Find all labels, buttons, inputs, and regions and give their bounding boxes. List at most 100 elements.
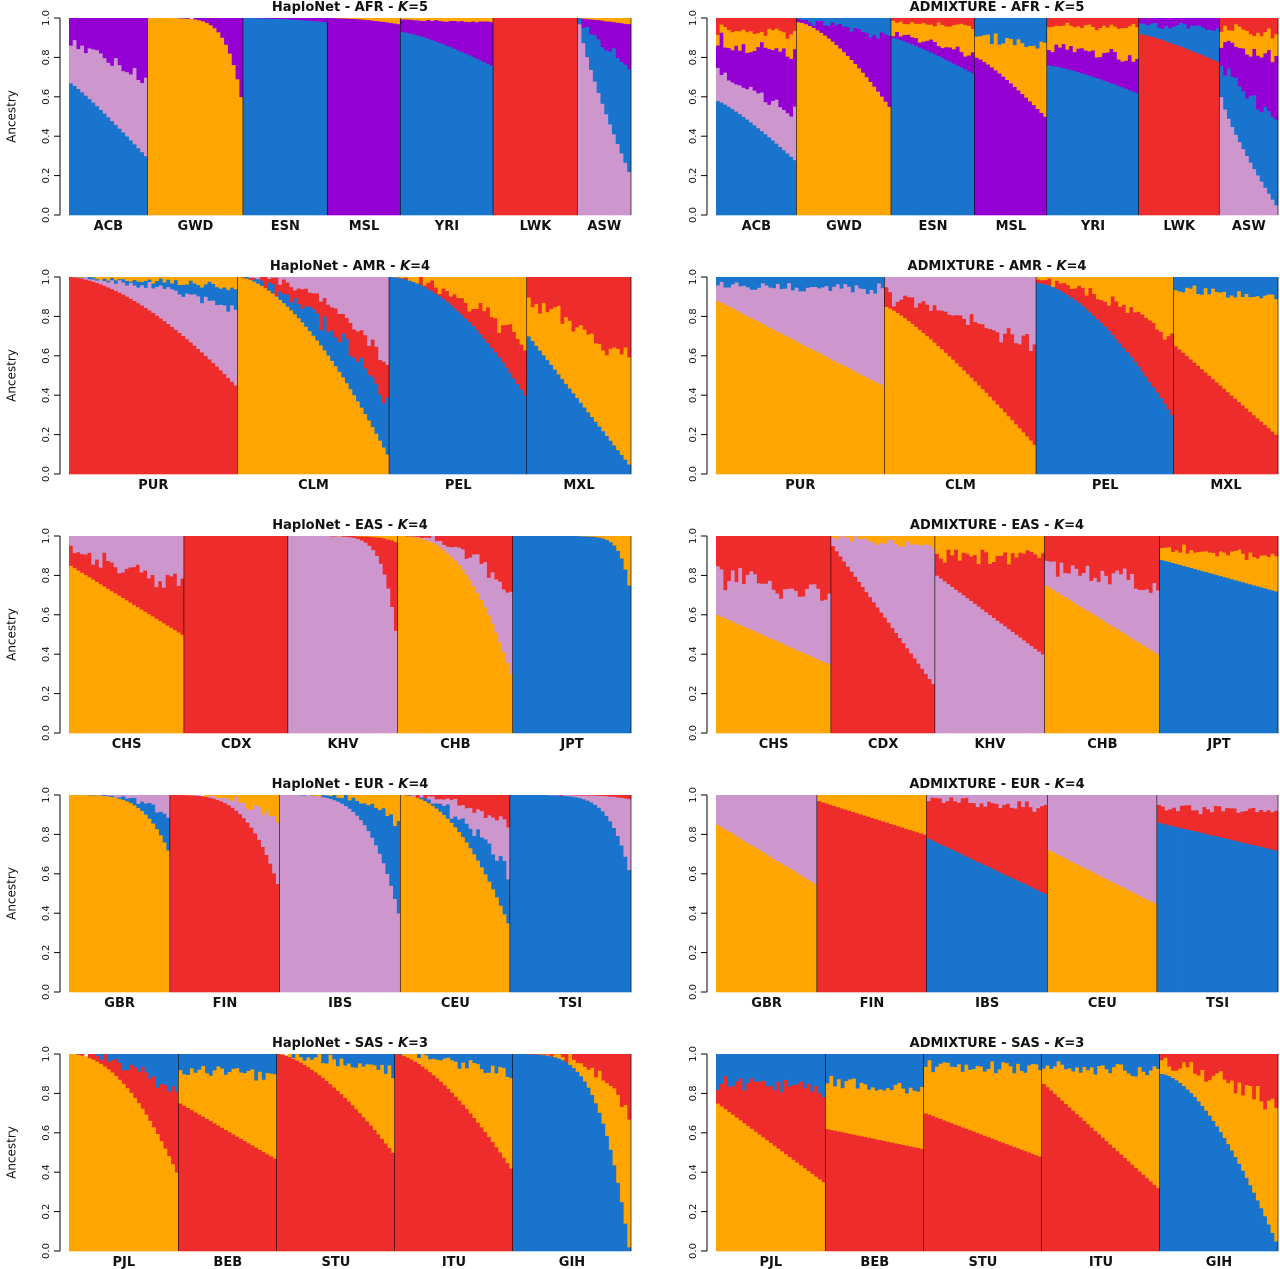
ancestry-bar-segment (407, 277, 413, 281)
ancestry-bar-segment (356, 277, 361, 332)
ancestry-bar-segment (136, 807, 141, 993)
ancestry-bar-segment (200, 352, 205, 475)
ancestry-bar-segment (623, 277, 628, 348)
ancestry-bar-segment (201, 1054, 206, 1066)
ancestry-bar-segment (87, 536, 92, 553)
title-superpop: SAS (355, 1036, 384, 1051)
ancestry-bar-segment (774, 28, 779, 49)
ancestry-bar-segment (912, 1090, 917, 1148)
ancestry-bar-segment (442, 795, 447, 800)
ancestry-bar-segment (1179, 22, 1184, 47)
ancestry-bar-segment (749, 795, 754, 846)
ancestry-bar-segment (1006, 416, 1011, 475)
ancestry-bar-segment (948, 26, 953, 48)
ancestry-bar-segment (946, 1054, 951, 1063)
ancestry-bar-segment (321, 796, 326, 993)
ancestry-bar-segment (1088, 312, 1093, 475)
ancestry-bar-segment (767, 104, 772, 138)
ancestry-bar-segment (1270, 590, 1275, 734)
ancestry-bar-segment (1151, 277, 1156, 323)
ancestry-bar-segment (1245, 155, 1250, 216)
ancestry-bar-segment (1171, 551, 1176, 563)
ancestry-bar-segment (846, 536, 851, 538)
ancestry-bar-segment (605, 1135, 610, 1252)
ancestry-bar-segment (140, 795, 145, 802)
ancestry-bar-segment (1191, 830, 1196, 993)
ancestry-bar-segment (1131, 23, 1136, 62)
ancestry-bar-segment (752, 18, 757, 34)
ancestry-bar-segment (1118, 342, 1123, 475)
ancestry-bar-segment (128, 536, 133, 568)
ancestry-bar-segment (741, 18, 746, 30)
ancestry-bar-segment (538, 313, 543, 351)
ancestry-bar-segment (1109, 82, 1114, 216)
ancestry-bar-segment (457, 805, 462, 820)
ancestry-bar-segment (549, 277, 554, 310)
ancestry-bar-segment (801, 536, 806, 597)
ancestry-bar-segment (612, 827, 617, 993)
ancestry-bar-segment (128, 277, 134, 282)
ancestry-bar-segment (1109, 24, 1114, 50)
ancestry-bar-segment (482, 338, 487, 475)
ancestry-bar-segment (838, 48, 843, 216)
ancestry-bar-segment (72, 18, 77, 41)
ancestry-bar-segment (76, 551, 81, 571)
ancestry-bar-segment (1196, 1101, 1201, 1252)
ancestry-bar-segment (525, 795, 530, 993)
ancestry-bar-segment (793, 106, 798, 161)
ancestry-bar-segment (206, 536, 211, 734)
ancestry-bar-segment (1146, 18, 1151, 26)
ancestry-bar-segment (1105, 52, 1110, 82)
ancestry-bar-segment (158, 795, 164, 812)
ancestry-bar-segment (840, 1087, 845, 1133)
ancestry-bar-segment (369, 1064, 374, 1126)
ancestry-bar-segment (367, 374, 372, 421)
ancestry-bar-segment (1219, 96, 1224, 216)
ancestry-bar-segment (786, 588, 791, 647)
ancestry-bar-segment (1274, 1241, 1279, 1252)
ancestry-bar-segment (917, 23, 922, 43)
ancestry-bar-segment (1196, 293, 1201, 366)
ancestry-bar-segment (358, 19, 363, 216)
ancestry-bar-segment (1266, 1054, 1271, 1101)
ancestry-bar-segment (1111, 626, 1116, 734)
ancestry-bar-segment (968, 1054, 973, 1070)
ancestry-bar-segment (321, 1077, 326, 1252)
ancestry-bar-segment (723, 589, 728, 619)
ancestry-bar-segment (1080, 72, 1085, 216)
ancestry-bar-segment (504, 277, 509, 326)
ancestry-bar-segment (344, 317, 349, 339)
ancestry-bar-segment (178, 1054, 183, 1071)
ancestry-bar-segment (196, 348, 201, 475)
ancestry-bar-segment (954, 589, 959, 734)
ancestry-bar-segment (1211, 573, 1216, 734)
ancestry-bar-segment (487, 1136, 492, 1252)
ancestry-bar-segment (716, 536, 721, 567)
ancestry-bar-segment (1003, 412, 1008, 475)
ancestry-bar-segment (873, 818, 878, 993)
ancestry-bar-segment (597, 807, 602, 993)
ancestry-bar-segment (137, 1071, 142, 1104)
ancestry-bar-segment (412, 536, 417, 537)
ancestry-bar-segment (519, 389, 524, 475)
ancestry-bar-segment (377, 809, 383, 854)
ancestry-bar-segment (794, 649, 799, 734)
title-k-symbol: K (1054, 0, 1065, 15)
ancestry-bar-segment (877, 283, 882, 384)
ancestry-bar-segment (575, 1054, 580, 1063)
ancestry-bar-segment (886, 1141, 891, 1252)
ancestry-bar-segment (957, 592, 962, 734)
ancestry-bar-segment (527, 536, 532, 734)
ancestry-bar-segment (1214, 277, 1219, 292)
ancestry-bar-segment (381, 277, 386, 362)
ancestry-bar-segment (727, 47, 732, 81)
ancestry-bar-segment (441, 298, 446, 475)
ancestry-bar-segment (1108, 1072, 1113, 1145)
ancestry-bar-segment (176, 536, 181, 586)
population-label: KHV (327, 737, 358, 752)
ancestry-bar-segment (460, 314, 465, 475)
ancestry-bar-segment (315, 293, 320, 314)
ancestry-bar-segment (333, 308, 338, 338)
ancestry-bar-segment (415, 19, 420, 36)
ancestry-bar-segment (87, 577, 92, 734)
